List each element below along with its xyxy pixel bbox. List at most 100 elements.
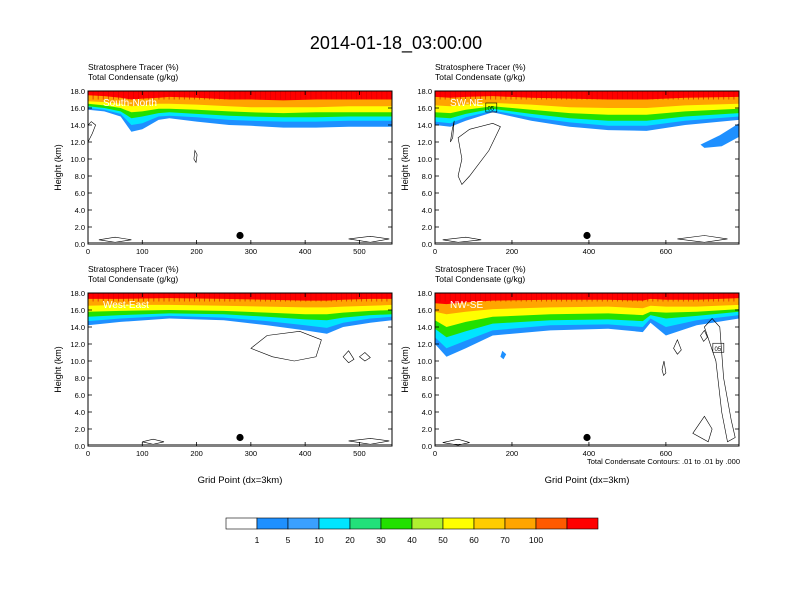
colorbar-swatch: [411, 517, 444, 530]
y-tick-label: 18.0: [417, 87, 432, 96]
y-tick-label: 8.0: [75, 374, 85, 383]
x-tick-label: 600: [660, 247, 673, 256]
condensate-contour-1: [193, 149, 198, 164]
y-tick-label: 16.0: [70, 306, 85, 315]
x-axis-label: Grid Point (dx=3km): [198, 475, 283, 486]
y-tick-label: 14.0: [70, 121, 85, 130]
x-tick-label: 500: [353, 247, 366, 256]
title-line-1: Stratosphere Tracer (%): [435, 264, 526, 274]
tracer-patch-1: [700, 123, 739, 148]
y-tick-label: 14.0: [417, 121, 432, 130]
condensate-contour-5: [348, 438, 390, 445]
x-tick-label: 0: [86, 247, 90, 256]
x-tick-label: 400: [583, 449, 596, 458]
y-tick-label: 8.0: [422, 374, 432, 383]
y-tick-label: 10.0: [417, 357, 432, 366]
plot-frame: [87, 292, 393, 447]
x-tick-label: 500: [353, 449, 366, 458]
tracer-patch-1: [500, 350, 507, 360]
y-axis-label: Height (km): [400, 144, 410, 191]
x-tick-label: 200: [190, 247, 203, 256]
condensate-contour-1: [704, 318, 736, 443]
title-line-2: Total Condensate (g/kg): [435, 72, 525, 82]
y-tick-label: 2.0: [422, 425, 432, 434]
condensate-contour-4: [677, 235, 728, 243]
title-line-1: Stratosphere Tracer (%): [88, 62, 179, 72]
x-tick-label: 300: [245, 449, 258, 458]
colorbar-label: 20: [345, 535, 355, 545]
x-tick-label: 0: [433, 247, 437, 256]
location-marker: [583, 433, 591, 442]
title-line-2: Total Condensate (g/kg): [435, 274, 525, 284]
condensate-contour-3: [342, 350, 355, 364]
x-axis-label: Grid Point (dx=3km): [545, 475, 630, 486]
condensate-contour-1: [250, 330, 322, 362]
x-tick-label: 200: [506, 449, 519, 458]
condensate-contour-3: [661, 360, 667, 377]
y-tick-label: 0.0: [75, 240, 85, 249]
y-axis-label: Height (km): [53, 144, 63, 191]
title-line-1: Stratosphere Tracer (%): [435, 62, 526, 72]
colorbar-swatch: [442, 517, 475, 530]
y-tick-label: 12.0: [417, 340, 432, 349]
colorbar-label: 70: [500, 535, 510, 545]
x-tick-label: 600: [660, 449, 673, 458]
condensate-contour-1: [457, 122, 501, 186]
y-tick-label: 16.0: [417, 104, 432, 113]
y-tick-label: 8.0: [422, 172, 432, 181]
location-marker: [583, 231, 591, 240]
x-tick-label: 400: [583, 247, 596, 256]
colorbar-label: 5: [286, 535, 291, 545]
colorbar-swatch: [473, 517, 506, 530]
figure-title: 2014-01-18_03:00:00: [310, 33, 482, 54]
condensate-contour-4: [348, 235, 390, 243]
colorbar-label: 1: [255, 535, 260, 545]
condensate-contour-3: [98, 236, 132, 243]
colorbar-swatch: [349, 517, 382, 530]
y-tick-label: 2.0: [75, 425, 85, 434]
y-tick-label: 4.0: [422, 206, 432, 215]
condensate-contour-2: [358, 352, 371, 362]
panel-label: SW-NE: [450, 98, 483, 109]
plot-area: [88, 293, 392, 446]
plot-area: [88, 91, 392, 244]
y-tick-label: 4.0: [75, 206, 85, 215]
x-tick-label: 100: [136, 247, 149, 256]
colorbar-label: 100: [529, 535, 543, 545]
condensate-contour-4: [142, 438, 165, 445]
x-tick-label: 200: [506, 247, 519, 256]
y-tick-label: 18.0: [70, 289, 85, 298]
y-tick-label: 18.0: [417, 289, 432, 298]
y-axis-label: Height (km): [400, 346, 410, 393]
panel-label: NW-SE: [450, 300, 483, 311]
y-axis-label: Height (km): [53, 346, 63, 393]
y-tick-label: 4.0: [75, 408, 85, 417]
x-tick-label: 400: [299, 449, 312, 458]
colorbar-swatch: [380, 517, 413, 530]
y-tick-label: 6.0: [75, 391, 85, 400]
y-tick-label: 14.0: [70, 323, 85, 332]
y-tick-label: 8.0: [75, 172, 85, 181]
x-tick-label: 200: [190, 449, 203, 458]
x-tick-label: 300: [245, 247, 258, 256]
colorbar-swatch: [566, 517, 599, 530]
colorbar: 1 5 10 20 30 40 50 60 70 100: [225, 517, 599, 545]
colorbar-swatch: [225, 517, 258, 530]
y-tick-label: 10.0: [70, 357, 85, 366]
colorbar-swatch: [535, 517, 568, 530]
contour-label: 05: [487, 107, 494, 113]
plot-area: 05: [435, 293, 739, 446]
y-tick-label: 10.0: [417, 155, 432, 164]
colorbar-label: 60: [469, 535, 479, 545]
title-line-1: Stratosphere Tracer (%): [88, 264, 179, 274]
contour-label: 05: [714, 347, 721, 353]
y-tick-label: 16.0: [417, 306, 432, 315]
colorbar-label: 10: [314, 535, 324, 545]
colorbar-label: 50: [438, 535, 448, 545]
plot-area: 05: [435, 91, 739, 244]
colorbar-swatch: [287, 517, 320, 530]
y-tick-label: 4.0: [422, 408, 432, 417]
y-tick-label: 0.0: [75, 442, 85, 451]
contour-label-box: [712, 342, 725, 353]
